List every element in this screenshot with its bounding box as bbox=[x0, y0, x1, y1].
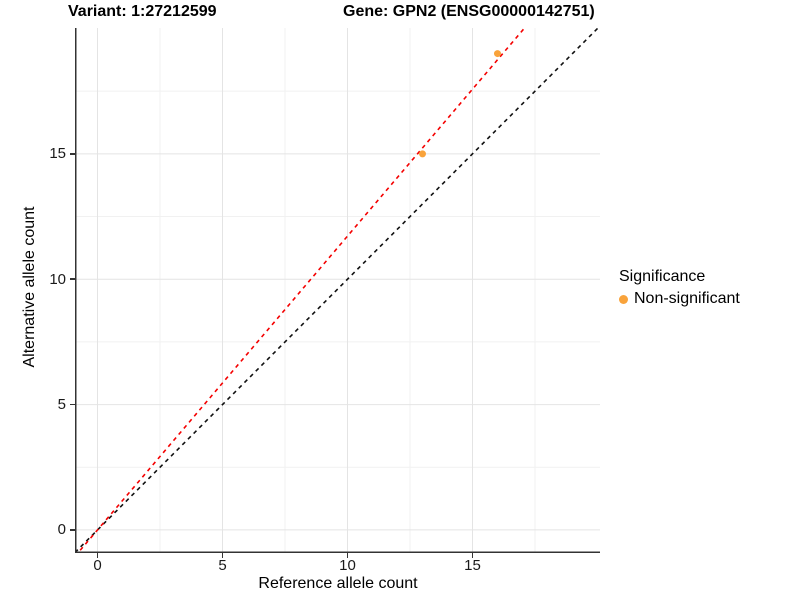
x-tick-label: 15 bbox=[464, 557, 481, 574]
x-tick-label: 10 bbox=[339, 557, 356, 574]
expected-ratio-line bbox=[76, 28, 526, 553]
y-tick-mark bbox=[70, 278, 75, 280]
legend: Significance Non-significant bbox=[619, 268, 740, 308]
y-tick-mark bbox=[70, 529, 75, 531]
x-tick-mark bbox=[346, 553, 349, 558]
x-tick-label: 5 bbox=[218, 557, 227, 574]
data-point bbox=[419, 150, 426, 158]
y-tick-label: 5 bbox=[57, 396, 66, 414]
y-tick-label: 10 bbox=[49, 270, 66, 288]
x-tick-mark bbox=[96, 553, 99, 558]
plot-title-gene: Gene: GPN2 (ENSG00000142751) bbox=[343, 3, 595, 20]
plot-title-variant: Variant: 1:27212599 bbox=[68, 3, 217, 20]
y-tick-mark bbox=[70, 403, 75, 406]
legend-title: Significance bbox=[619, 268, 706, 285]
x-axis-title: Reference allele count bbox=[258, 575, 418, 592]
x-tick-label: 0 bbox=[93, 557, 102, 574]
legend-item-label: Non-significant bbox=[634, 290, 740, 307]
identity-line bbox=[75, 28, 600, 553]
legend-item-non-significant: Non-significant bbox=[619, 290, 740, 308]
y-tick-label: 15 bbox=[49, 145, 66, 163]
legend-point-icon bbox=[619, 294, 628, 304]
y-tick-label: 0 bbox=[57, 521, 66, 539]
x-tick-mark bbox=[471, 553, 474, 558]
data-point bbox=[494, 50, 501, 58]
y-tick-mark bbox=[70, 153, 75, 155]
plot-panel bbox=[75, 28, 600, 553]
x-tick-mark bbox=[221, 553, 224, 558]
scatter-plot-canvas bbox=[75, 28, 600, 553]
